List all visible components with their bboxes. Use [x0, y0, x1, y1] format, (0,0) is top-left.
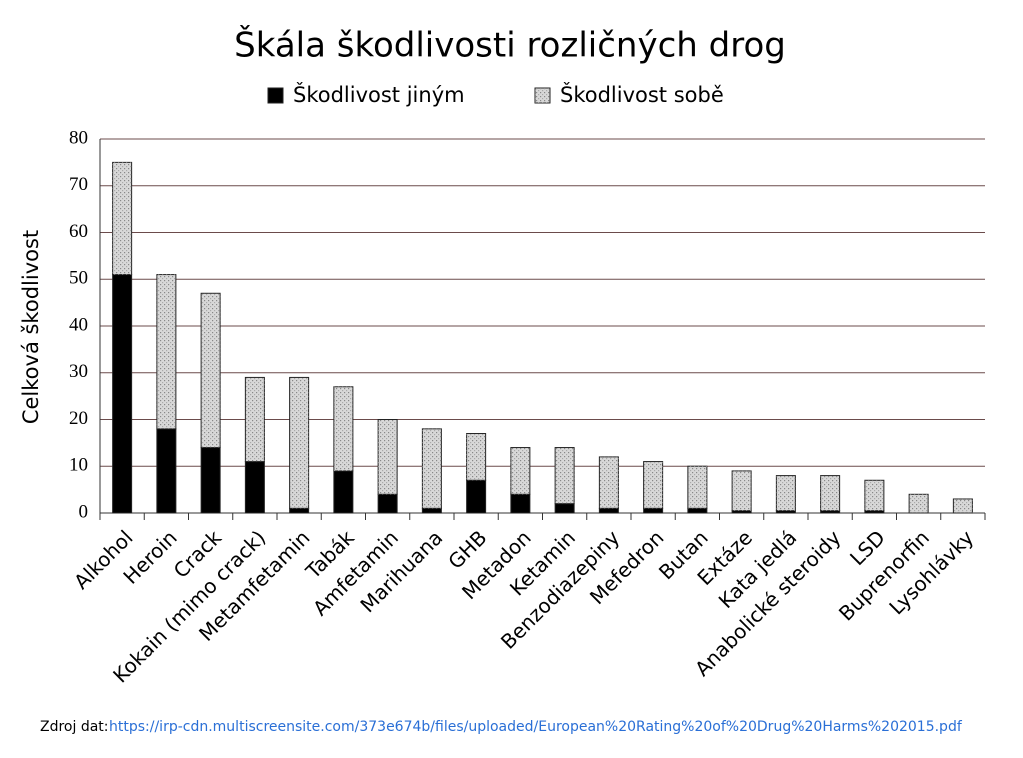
- bar-texture: [820, 475, 840, 511]
- bar-texture: [555, 447, 575, 504]
- bar-segment: [377, 493, 398, 514]
- bar-texture: [245, 377, 265, 462]
- y-tick-label: 10: [69, 455, 88, 476]
- y-axis-label: Celková škodlivost: [19, 230, 43, 424]
- bar-texture: [289, 377, 309, 509]
- bar-texture: [422, 428, 442, 509]
- bar-segment: [156, 428, 177, 514]
- bar-segment: [112, 274, 133, 514]
- y-tick-label: 40: [69, 314, 88, 335]
- y-tick-label: 20: [69, 408, 88, 429]
- bar-texture: [156, 274, 176, 429]
- bar-segment: [687, 507, 708, 514]
- bar-texture: [599, 456, 619, 509]
- bar-texture: [466, 433, 486, 481]
- bar-segment: [200, 447, 221, 514]
- bar-texture: [201, 293, 221, 448]
- bar-texture: [909, 494, 929, 513]
- bar-segment: [598, 507, 619, 514]
- legend-texture: [535, 88, 550, 103]
- chart-title: Škála škodlivosti rozličných drog: [234, 25, 786, 66]
- y-tick-label: 0: [79, 501, 89, 522]
- y-tick-label: 60: [69, 221, 88, 242]
- bar-texture: [378, 419, 398, 495]
- bar-texture: [112, 162, 132, 275]
- y-tick-label: 80: [69, 127, 88, 148]
- source-label: Zdroj dat:: [40, 719, 109, 735]
- legend-swatch: [267, 87, 284, 104]
- bar-texture: [510, 447, 530, 495]
- bar-segment: [554, 503, 575, 514]
- bar-segment: [421, 507, 442, 514]
- bar-texture: [732, 470, 752, 511]
- bar-segment: [289, 507, 310, 514]
- x-tick-label: Alkohol: [69, 525, 137, 593]
- bar-texture: [776, 475, 796, 511]
- legend-label: Škodlivost jiným: [293, 82, 465, 107]
- bar-segment: [244, 461, 265, 514]
- source-link[interactable]: https://irp-cdn.multiscreensite.com/373e…: [109, 719, 963, 735]
- bar-segment: [466, 479, 487, 514]
- legend-label: Škodlivost sobě: [560, 82, 724, 107]
- y-tick-label: 70: [69, 174, 88, 195]
- bar-segment: [333, 470, 354, 514]
- bar-texture: [953, 498, 973, 513]
- bar-segment: [643, 507, 664, 514]
- bar-segment: [510, 493, 531, 514]
- y-tick-label: 30: [69, 361, 88, 382]
- bar-texture: [864, 480, 884, 511]
- bar-texture: [687, 466, 707, 509]
- bar-texture: [333, 386, 353, 471]
- bar-texture: [643, 461, 663, 509]
- y-tick-label: 50: [69, 268, 88, 289]
